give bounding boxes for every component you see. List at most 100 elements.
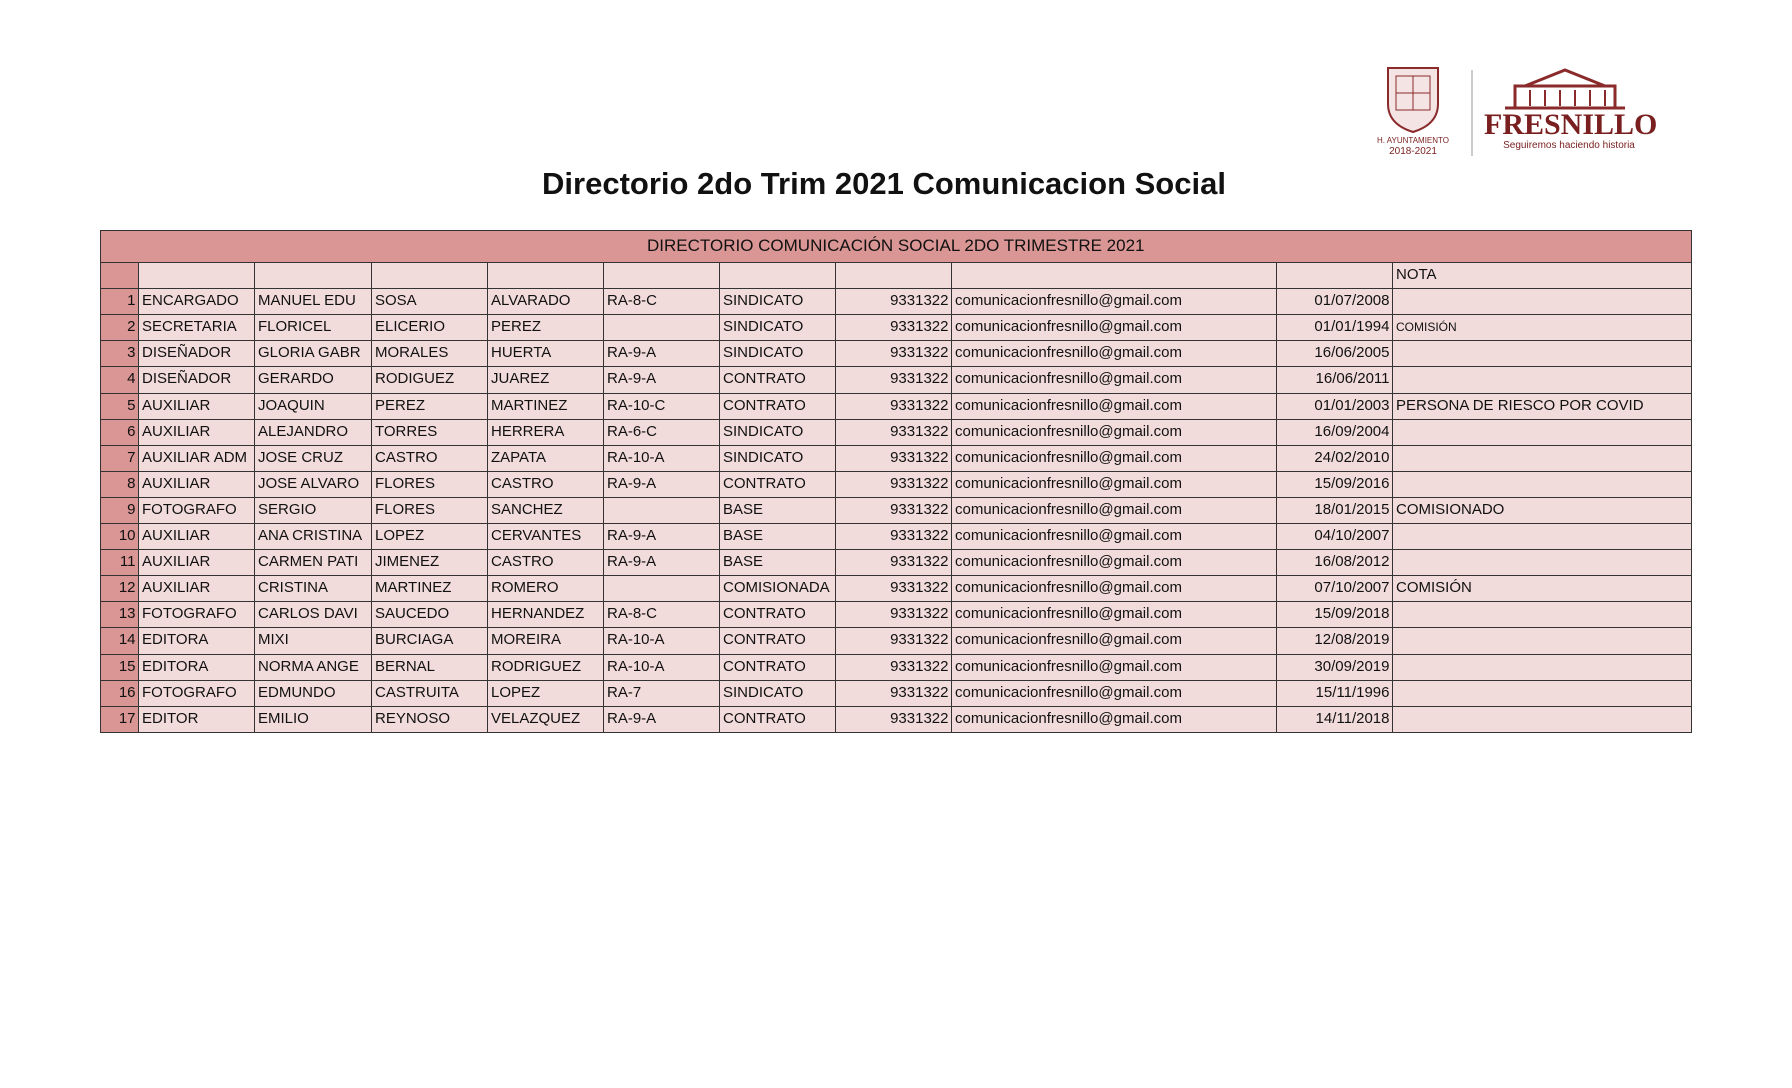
cell: SINDICATO [719,314,837,342]
cell: RA-10-A [603,627,721,655]
header-cell [719,262,837,290]
cell: EDITORA [138,653,256,682]
cell: ROMERO [487,575,605,603]
cell: 16/06/2011 [1276,366,1394,394]
cell: MORALES [371,340,489,368]
header-cell [951,262,1278,290]
cell: comunicacionfresnillo@gmail.com [951,444,1278,473]
cell: 9331322 [835,575,953,603]
cell: COMISIONADA [719,575,837,603]
cell: RA-9-A [603,523,721,551]
row-number: 9 [100,496,140,525]
cell: CASTRO [487,470,605,499]
cell: SOSA [371,288,489,316]
cell: RA-7 [603,679,721,708]
cell: REYNOSO [371,705,489,734]
cell: AUXILIAR [138,470,256,499]
cell: RA-9-A [603,705,721,734]
cell: RA-9-A [603,470,721,499]
cell: CRISTINA [254,575,373,603]
cell: SECRETARIA [138,314,256,342]
cell: DISEÑADOR [138,366,256,394]
cell: MOREIRA [487,627,605,655]
cell: 04/10/2007 [1276,523,1394,551]
cell: LOPEZ [487,679,605,708]
row-number: 5 [100,392,140,421]
cell: COMISIONADO [1392,496,1692,525]
cell: COMISIÓN [1392,314,1692,342]
cell: AUXILIAR [138,575,256,603]
cell: CASTRO [487,549,605,577]
header-cell [138,262,256,290]
cell: FOTOGRAFO [138,679,256,708]
cell: 15/11/1996 [1276,679,1394,708]
cell: 16/08/2012 [1276,549,1394,577]
cell: 01/01/1994 [1276,314,1394,342]
row-number: 6 [100,418,140,447]
row-number: 4 [100,366,140,394]
title: Directorio 2do Trim 2021 Comunicacion So… [542,166,1226,201]
cell [1392,470,1692,499]
cell: RA-9-A [603,340,721,368]
cell: PEREZ [487,314,605,342]
cell: 9331322 [835,340,953,368]
cell: ALEJANDRO [254,418,373,447]
cell [1392,444,1692,473]
cell: BASE [719,523,837,551]
cell: 30/09/2019 [1276,653,1394,682]
cell: CONTRATO [719,653,837,682]
cell: comunicacionfresnillo@gmail.com [951,340,1278,368]
cell: comunicacionfresnillo@gmail.com [951,288,1278,316]
cell: 9331322 [835,549,953,577]
cell [1392,679,1692,708]
header-cell [254,262,373,290]
divider [1471,70,1473,156]
cell: AUXILIAR [138,392,256,421]
cell: ENCARGADO [138,288,256,316]
cell: comunicacionfresnillo@gmail.com [951,496,1278,525]
cell [1392,418,1692,447]
cell: TORRES [371,418,489,447]
cell: 18/01/2015 [1276,496,1394,525]
cell: EDITOR [138,705,256,734]
cell: CONTRATO [719,470,837,499]
cell: SAUCEDO [371,601,489,629]
row-number: 8 [100,470,140,499]
council: H. AYUNTAMIENTO [1376,136,1449,145]
cell: PERSONA DE RIESCO POR COVID [1392,392,1692,421]
cell: 12/08/2019 [1276,627,1394,655]
cell: 9331322 [835,444,953,473]
period: 2018-2021 [1389,146,1437,157]
cell: CONTRATO [719,601,837,629]
header-cell [1276,262,1394,290]
cell [603,575,721,603]
row-number: 2 [100,314,140,342]
cell: MARTINEZ [487,392,605,421]
cell [1392,601,1692,629]
cell: CARMEN PATI [254,549,373,577]
cell: RA-9-A [603,366,721,394]
cell: SANCHEZ [487,496,605,525]
cell: 9331322 [835,392,953,421]
cell: GERARDO [254,366,373,394]
cell [1392,366,1692,394]
cell: HERNANDEZ [487,601,605,629]
cell: FOTOGRAFO [138,496,256,525]
cell: MIXI [254,627,373,655]
cell: CARLOS DAVI [254,601,373,629]
row-number: 11 [100,549,140,577]
cell: SINDICATO [719,418,837,447]
cell: HUERTA [487,340,605,368]
cell: RA-10-C [603,392,721,421]
cell: 9331322 [835,523,953,551]
row-number: 14 [100,627,140,655]
cell: ELICERIO [371,314,489,342]
cell: 16/06/2005 [1276,340,1394,368]
cell: CERVANTES [487,523,605,551]
cell: EDMUNDO [254,679,373,708]
cell: RODRIGUEZ [487,653,605,682]
row-number: 7 [100,444,140,473]
cell: BASE [719,496,837,525]
cell: comunicacionfresnillo@gmail.com [951,679,1278,708]
cell: 9331322 [835,627,953,655]
